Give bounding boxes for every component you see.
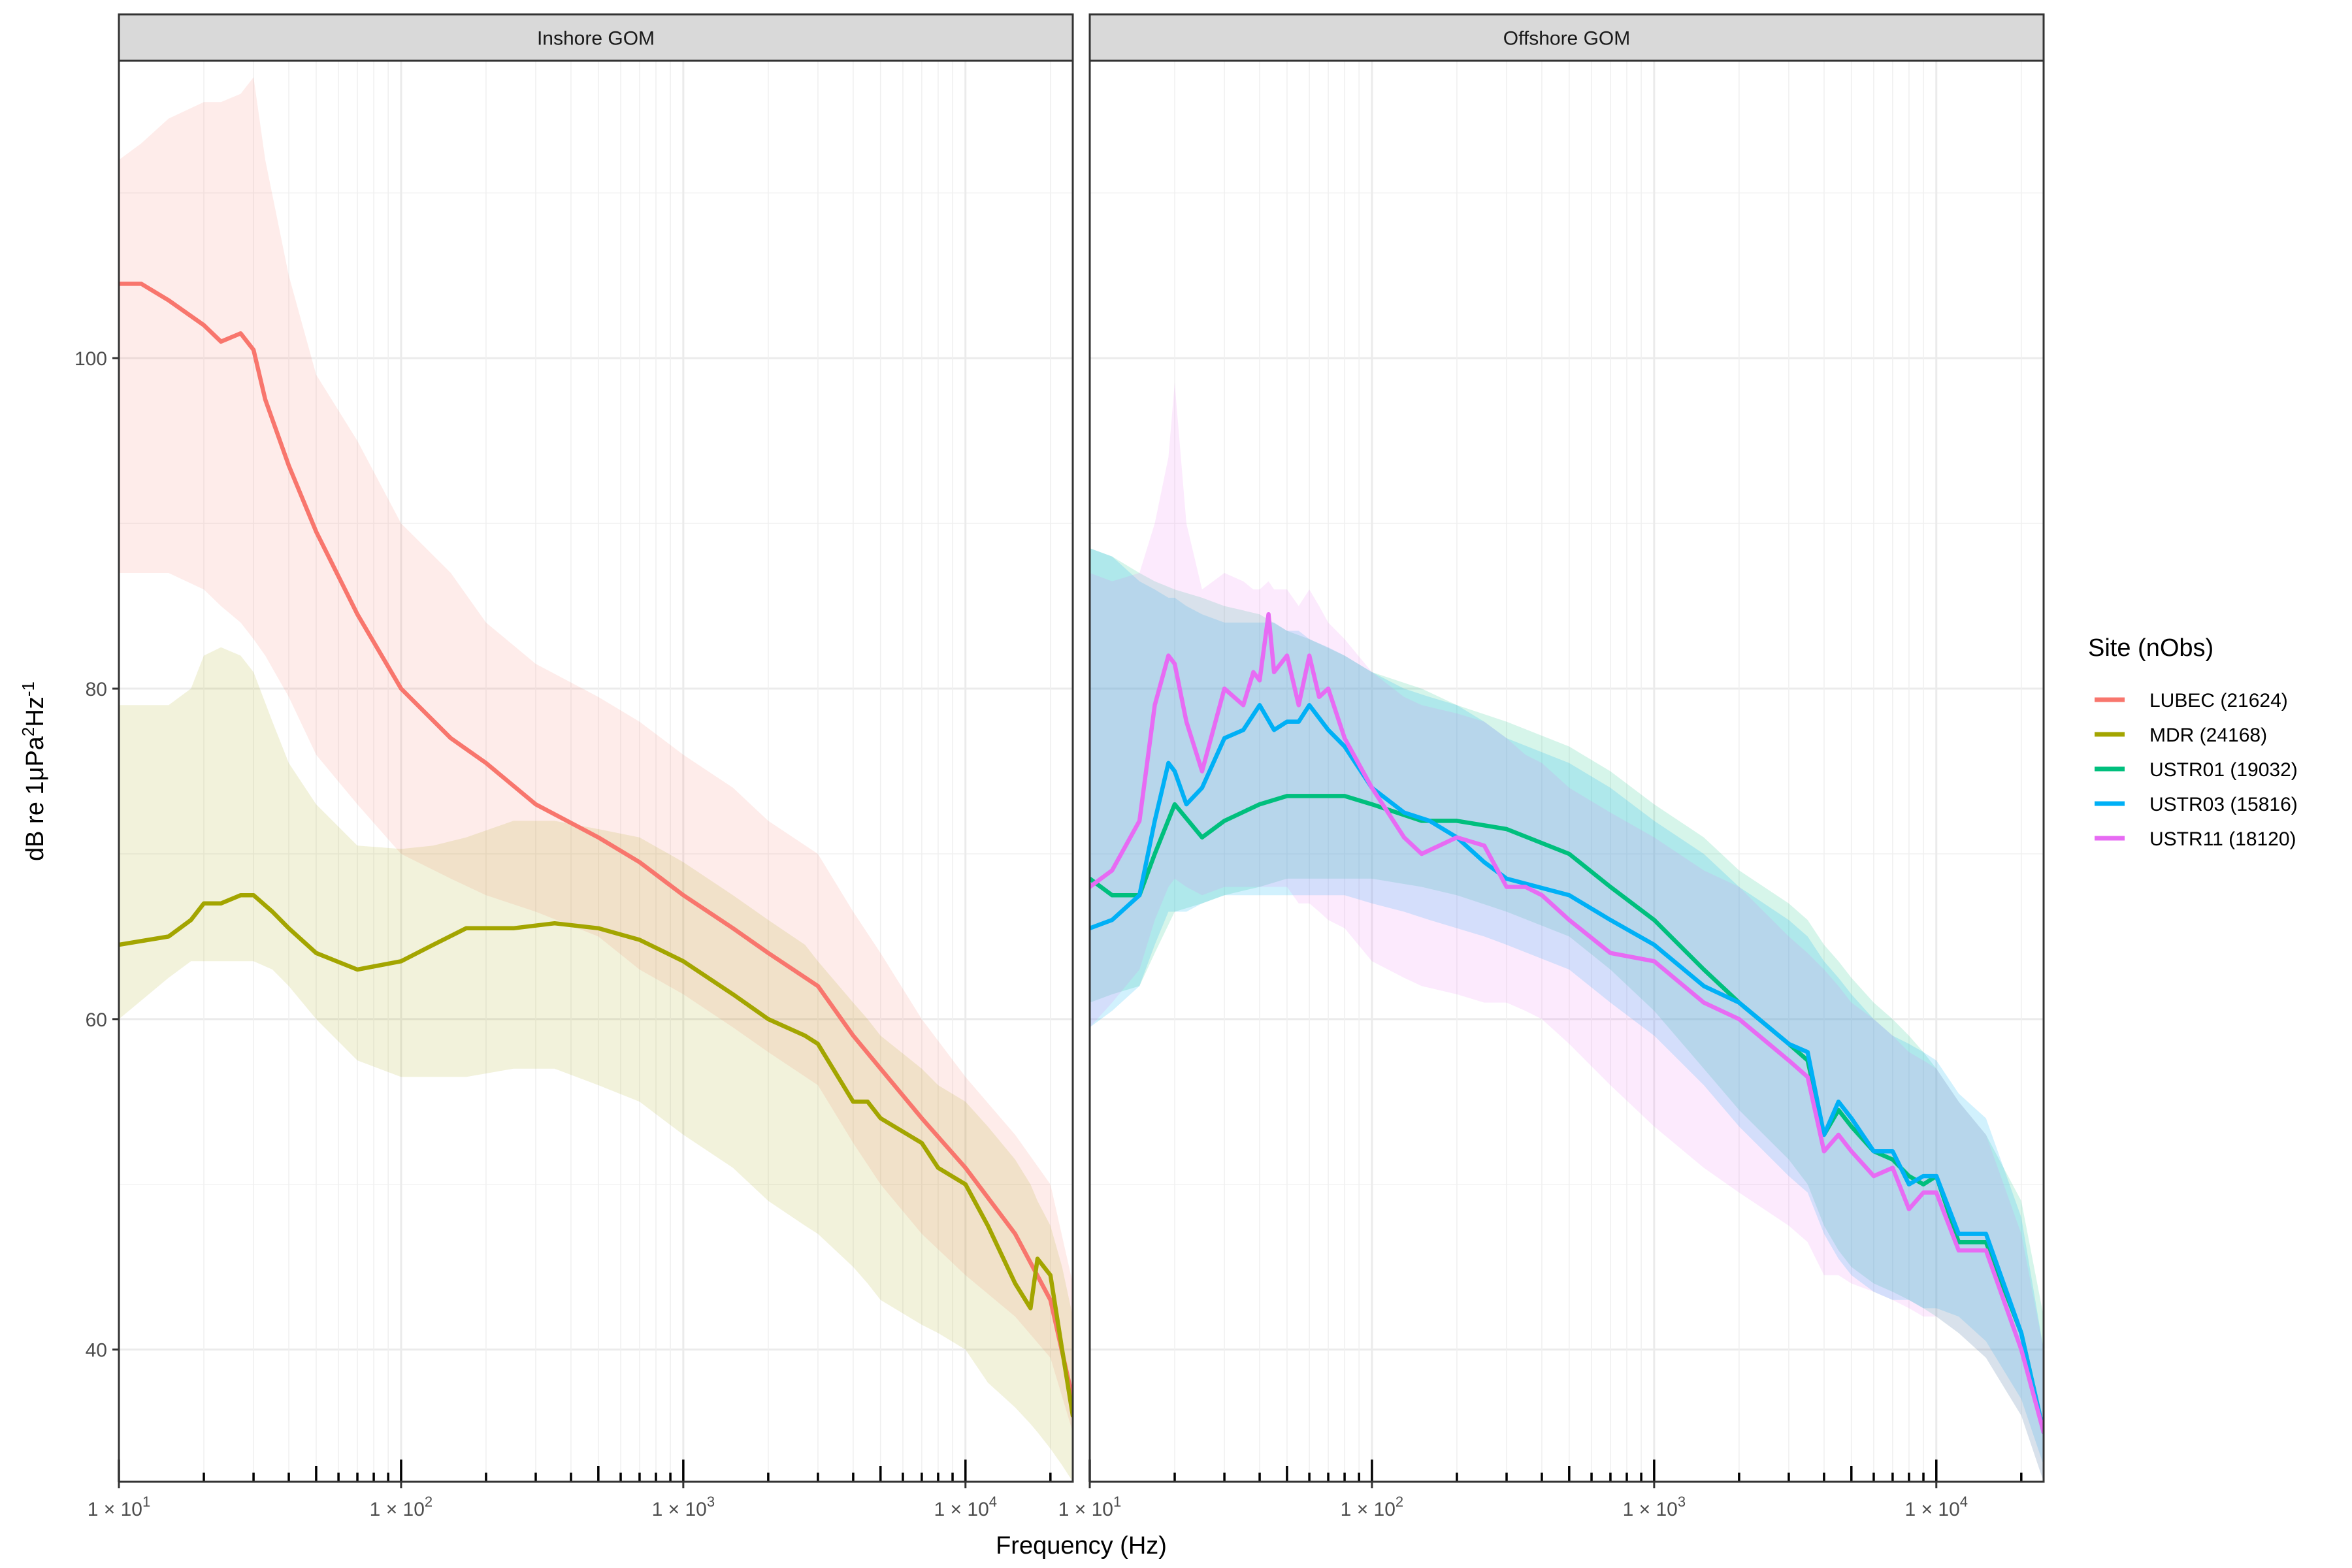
panel-data — [119, 77, 1073, 1482]
legend-label-mdr: MDR (24168) — [2149, 725, 2267, 746]
ribbon-ustr11 — [1090, 383, 2044, 1482]
x-axis-title: Frequency (Hz) — [996, 1532, 1167, 1560]
x-tick-label-exponent: 1 — [142, 1494, 150, 1510]
y-axis-title-part: dB re 1 — [22, 781, 49, 861]
y-tick-label: 100 — [74, 348, 107, 370]
series-line-lubec — [119, 282, 1073, 1401]
series-line-ustr11 — [1090, 612, 2044, 1435]
y-tick-label: 60 — [86, 1009, 107, 1031]
strip-label: Offshore GOM — [1503, 28, 1631, 50]
y-axis-title-part: 2 — [18, 727, 38, 736]
ribbon-ustr01 — [1090, 548, 2044, 1482]
x-tick-label: 1 × 102 — [370, 1494, 433, 1520]
y-tick-label: 40 — [86, 1340, 107, 1362]
x-tick-label: 1 × 104 — [1905, 1494, 1968, 1520]
y-axis-title-part: μ — [22, 767, 49, 781]
y-axis-title-part: Pa — [22, 736, 49, 766]
legend: Site (nObs) LUBEC (21624) MDR (24168) USTR0… — [2088, 634, 2298, 850]
y-axis-title: dB re 1μPa2Hz-1 — [18, 681, 49, 861]
y-axis-title-part: Hz — [22, 696, 49, 727]
strip-background — [118, 13, 1074, 62]
x-tick-label-base: 1 × 10 — [934, 1499, 989, 1520]
x-tick-label: 1 × 102 — [1341, 1494, 1404, 1520]
strip-background — [1088, 13, 2045, 62]
x-tick-label-base: 1 × 10 — [1623, 1499, 1678, 1520]
ribbon-lubec — [119, 77, 1073, 1433]
strip-label: Inshore GOM — [537, 28, 655, 50]
panel-background — [1090, 61, 2044, 1482]
y-tick-label: 80 — [86, 679, 107, 700]
legend-label-ustr11: USTR11 (18120) — [2149, 828, 2296, 850]
x-tick-label-exponent: 3 — [707, 1494, 715, 1510]
panel-background — [119, 61, 1073, 1482]
x-tick-label-base: 1 × 10 — [1058, 1499, 1113, 1520]
x-tick-label-exponent: 2 — [425, 1494, 433, 1510]
x-tick-label-exponent: 4 — [1960, 1494, 1968, 1510]
series-line-mdr — [119, 892, 1073, 1418]
series-line-ustr03 — [1090, 703, 2044, 1435]
x-tick-label: 1 × 101 — [88, 1494, 151, 1520]
ribbon-ustr03 — [1090, 548, 2044, 1465]
x-tick-label-base: 1 × 10 — [88, 1499, 142, 1520]
x-tick-label-base: 1 × 10 — [652, 1499, 707, 1520]
x-tick-label: 1 × 101 — [1058, 1494, 1122, 1520]
x-tick-label-exponent: 2 — [1396, 1494, 1403, 1510]
x-tick-label: 1 × 104 — [934, 1494, 998, 1520]
x-tick-label-base: 1 × 10 — [1341, 1499, 1396, 1520]
panel-data — [1090, 383, 2044, 1482]
legend-label-ustr03: USTR03 (15816) — [2149, 794, 2298, 815]
legend-label-ustr01: USTR01 (19032) — [2149, 759, 2298, 781]
y-axis-title-part: -1 — [18, 681, 38, 696]
x-tick-label: 1 × 103 — [652, 1494, 715, 1520]
ribbon-mdr — [119, 647, 1073, 1482]
x-tick-label-exponent: 1 — [1113, 1494, 1121, 1510]
x-tick-label-exponent: 4 — [989, 1494, 997, 1510]
legend-label-lubec: LUBEC (21624) — [2149, 690, 2288, 711]
x-tick-label-base: 1 × 10 — [1905, 1499, 1960, 1520]
x-tick-label: 1 × 103 — [1623, 1494, 1686, 1520]
x-tick-label-exponent: 3 — [1678, 1494, 1686, 1510]
legend-title: Site (nObs) — [2088, 634, 2213, 662]
x-tick-label-base: 1 × 10 — [370, 1499, 425, 1520]
